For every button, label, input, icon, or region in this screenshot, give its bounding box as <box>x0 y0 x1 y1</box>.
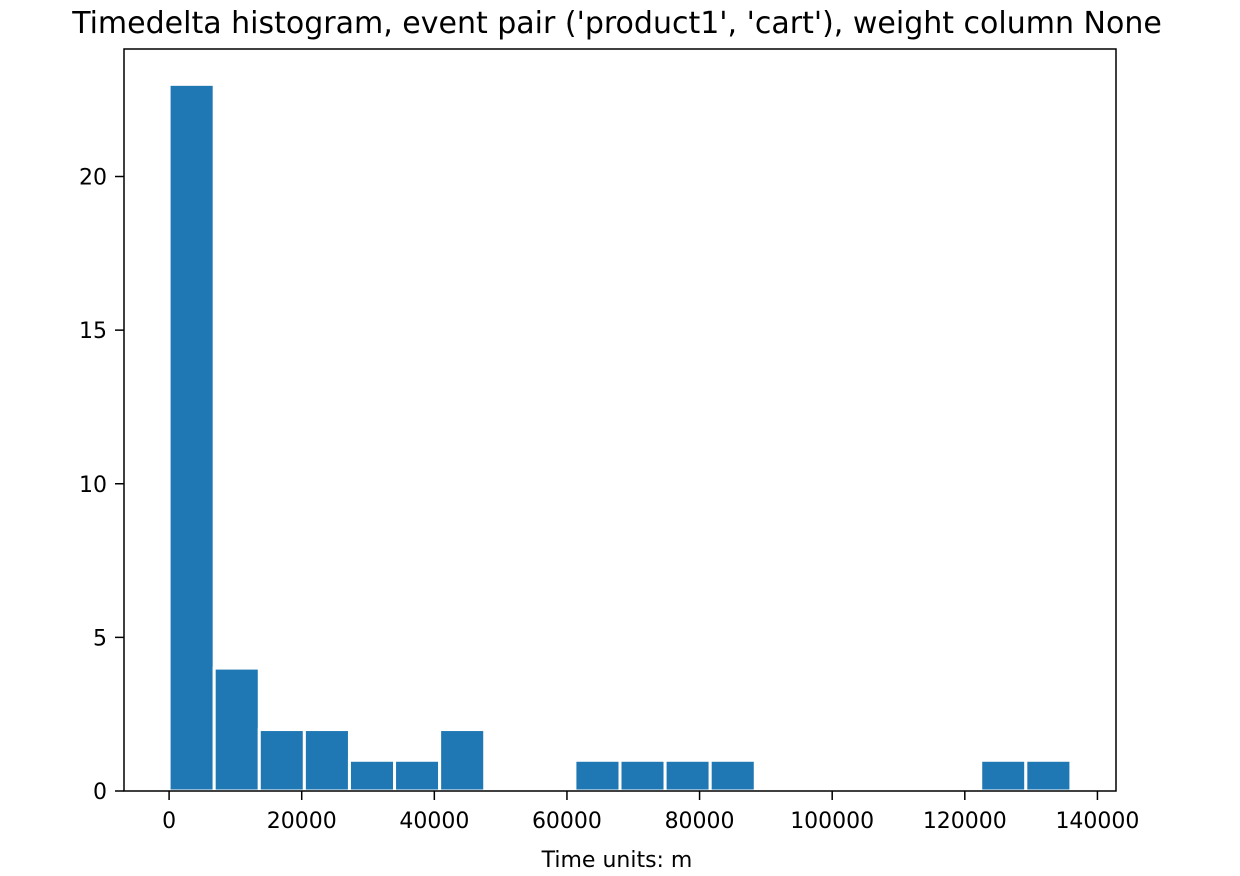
histogram-bar-18 <box>979 758 1028 793</box>
x-axis-ticks: 0 20000 40000 60000 80000 100000 120000 140000 <box>162 791 1139 834</box>
y-tick-label: 10 <box>79 473 107 498</box>
x-axis-label: Time units: m <box>541 848 693 873</box>
x-tick-label: 60000 <box>532 809 602 834</box>
histogram-bar-2 <box>257 728 306 793</box>
x-tick-label: 120000 <box>923 809 1007 834</box>
histogram-bar-12 <box>708 758 757 793</box>
histogram-bar-6 <box>438 728 487 793</box>
y-axis-ticks: 0 5 10 15 20 <box>79 166 124 805</box>
histogram-bar-19 <box>1024 758 1073 793</box>
x-tick-label: 140000 <box>1055 809 1139 834</box>
histogram-bar-10 <box>618 758 667 793</box>
chart-title: Timedelta histogram, event pair ('produc… <box>71 6 1162 41</box>
x-tick-label: 80000 <box>665 809 735 834</box>
histogram-bar-4 <box>347 758 397 793</box>
x-tick-label: 100000 <box>790 809 874 834</box>
bars-group <box>167 82 1073 793</box>
plot-frame <box>123 48 1117 792</box>
histogram-bar-5 <box>393 758 442 793</box>
histogram-bar-0 <box>167 82 216 793</box>
histogram-bar-11 <box>663 758 712 793</box>
histogram-bar-1 <box>212 666 261 793</box>
x-tick-label: 20000 <box>267 809 337 834</box>
x-tick-label: 0 <box>162 809 176 834</box>
histogram-bar-9 <box>573 758 622 793</box>
y-tick-label: 15 <box>79 319 107 344</box>
x-tick-label: 40000 <box>399 809 469 834</box>
y-tick-label: 20 <box>79 166 107 191</box>
histogram-bar-3 <box>302 728 351 793</box>
y-tick-label: 0 <box>93 780 107 805</box>
y-tick-label: 5 <box>93 626 107 651</box>
